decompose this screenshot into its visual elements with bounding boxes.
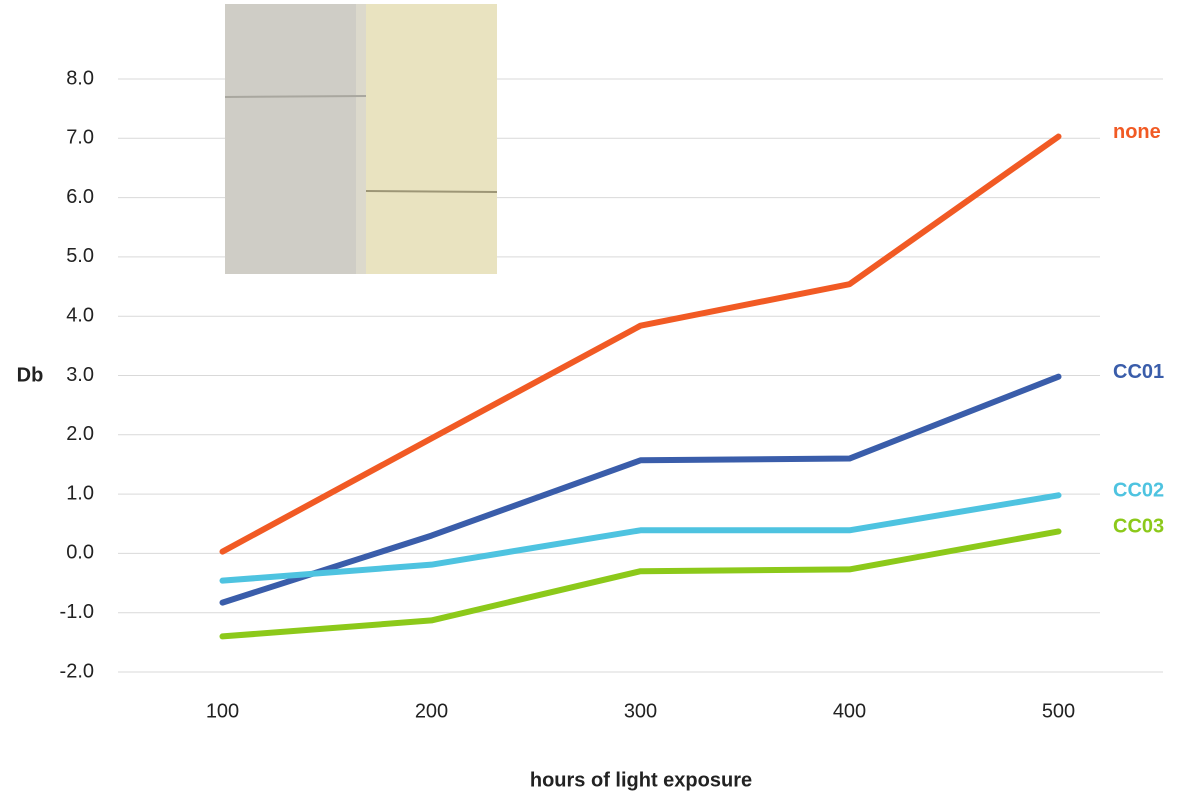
legend-label: CC02: [1113, 480, 1164, 502]
x-tick-label: 200: [415, 700, 448, 722]
y-axis-label: Db: [17, 364, 44, 386]
y-tick-label: 3.0: [66, 364, 94, 386]
y-tick-label: 4.0: [66, 304, 94, 326]
page: Db hours of light exposure -2.0 -1.0 0.0 1.…: [0, 0, 1179, 798]
series-line: [223, 495, 1059, 580]
y-tick-label: 2.0: [66, 423, 94, 445]
y-tick-label: -2.0: [60, 660, 94, 682]
x-tick-label: 400: [833, 700, 866, 722]
legend-label: none: [1113, 121, 1161, 143]
photo-left: [225, 4, 370, 274]
y-tick-label: 6.0: [66, 186, 94, 208]
legend-label: CC01: [1113, 361, 1164, 383]
x-tick-label: 300: [624, 700, 657, 722]
y-tick-label: 8.0: [66, 67, 94, 89]
y-tick-label: 0.0: [66, 542, 94, 564]
photo-right: [362, 4, 497, 274]
y-tick-label: 7.0: [66, 127, 94, 149]
y-tick-label: 5.0: [66, 245, 94, 267]
photo-line: [225, 96, 366, 97]
photo-inset: [225, 4, 497, 274]
y-tick-label: -1.0: [60, 601, 94, 623]
y-tick-label: 1.0: [66, 482, 94, 504]
x-tick-label: 100: [206, 700, 239, 722]
x-axis-label: hours of light exposure: [530, 769, 752, 791]
series-line: [223, 531, 1059, 636]
chart: Db hours of light exposure -2.0 -1.0 0.0 1.…: [0, 0, 1179, 798]
x-tick-label: 500: [1042, 700, 1075, 722]
legend-label: CC03: [1113, 516, 1164, 538]
photo-line: [366, 191, 497, 192]
photo-edge: [356, 4, 366, 274]
